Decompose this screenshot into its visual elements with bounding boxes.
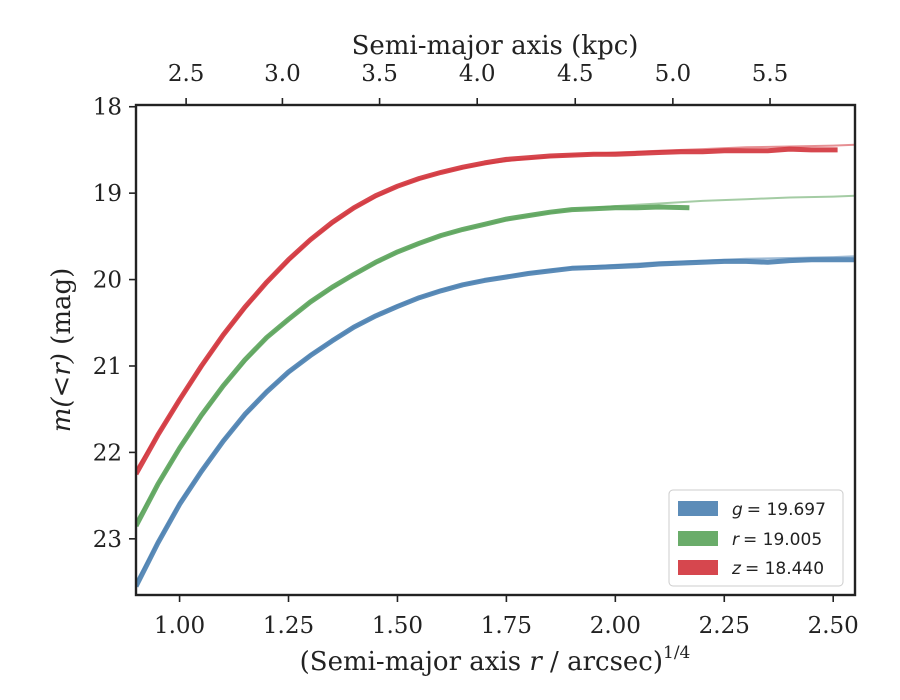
- x-tick-label: 2.00: [590, 613, 641, 639]
- y-tick-label: 20: [93, 268, 122, 294]
- x-tick-label: 2.25: [699, 613, 750, 639]
- x-axis-title-exponent: 1/4: [663, 643, 690, 663]
- series-line-g: [136, 257, 855, 588]
- x-axis-top-ticks: 2.5 3.0 3.5 4.0 4.5 5.0 5.5: [168, 61, 788, 105]
- legend-swatch-z: [678, 560, 718, 575]
- legend-entry-g: g = 19.697: [678, 500, 826, 520]
- legend-swatch-r: [678, 531, 718, 546]
- top-tick-label: 4.0: [459, 61, 496, 87]
- top-tick-label: 4.5: [557, 61, 594, 87]
- y-tick-label: 23: [93, 527, 122, 553]
- legend-val-r: = 19.005: [743, 530, 822, 550]
- x-axis-title-prefix: (Semi-major axis: [300, 647, 530, 677]
- y-axis-ticks: 18 19 20 21 22 23: [93, 95, 136, 553]
- y-axis-title-math: m(<r): [47, 353, 77, 432]
- legend-label-z: z = 18.440: [731, 559, 824, 579]
- top-tick-label: 5.5: [752, 61, 789, 87]
- legend-var-z: z: [731, 559, 742, 579]
- top-tick-label: 3.0: [264, 61, 301, 87]
- y-tick-label: 22: [93, 440, 122, 466]
- legend-entry-r: r = 19.005: [678, 530, 822, 550]
- series-line-r: [136, 204, 690, 528]
- legend-swatch-g: [678, 501, 718, 516]
- series-line-z: [136, 146, 838, 476]
- legend-entry-z: z = 18.440: [678, 559, 824, 579]
- x-axis-title-suffix: / arcsec): [542, 647, 663, 677]
- x-tick-label: 2.50: [808, 613, 859, 639]
- top-x-axis-title: Semi-major axis (kpc): [352, 31, 639, 61]
- data-curves: [136, 146, 855, 588]
- legend-label-r: r = 19.005: [732, 530, 822, 550]
- legend-val-z: = 18.440: [745, 559, 824, 579]
- x-axis-title: (Semi-major axis r / arcsec)1/4: [300, 643, 691, 677]
- x-tick-label: 1.00: [154, 613, 205, 639]
- y-axis-title: m(<r) (mag): [47, 268, 77, 433]
- x-tick-label: 1.50: [372, 613, 423, 639]
- y-axis-title-unit: (mag): [47, 268, 77, 353]
- top-tick-label: 3.5: [361, 61, 398, 87]
- x-axis-title-var: r: [529, 647, 543, 677]
- top-tick-label: 2.5: [168, 61, 205, 87]
- plot-frame: [134, 103, 857, 597]
- legend-val-g: = 19.697: [747, 500, 826, 520]
- top-tick-label: 5.0: [655, 61, 692, 87]
- x-tick-label: 1.25: [263, 613, 314, 639]
- legend-var-g: g: [732, 500, 743, 520]
- x-axis-bottom-ticks: 1.00 1.25 1.50 1.75 2.00 2.25 2.50: [154, 595, 859, 639]
- y-tick-label: 19: [93, 181, 122, 207]
- x-tick-label: 1.75: [481, 613, 532, 639]
- y-tick-label: 18: [93, 95, 122, 121]
- y-tick-label: 21: [93, 354, 122, 380]
- legend: g = 19.697 r = 19.005 z = 18.440: [668, 489, 844, 587]
- legend-var-r: r: [732, 530, 740, 550]
- legend-label-g: g = 19.697: [732, 500, 826, 520]
